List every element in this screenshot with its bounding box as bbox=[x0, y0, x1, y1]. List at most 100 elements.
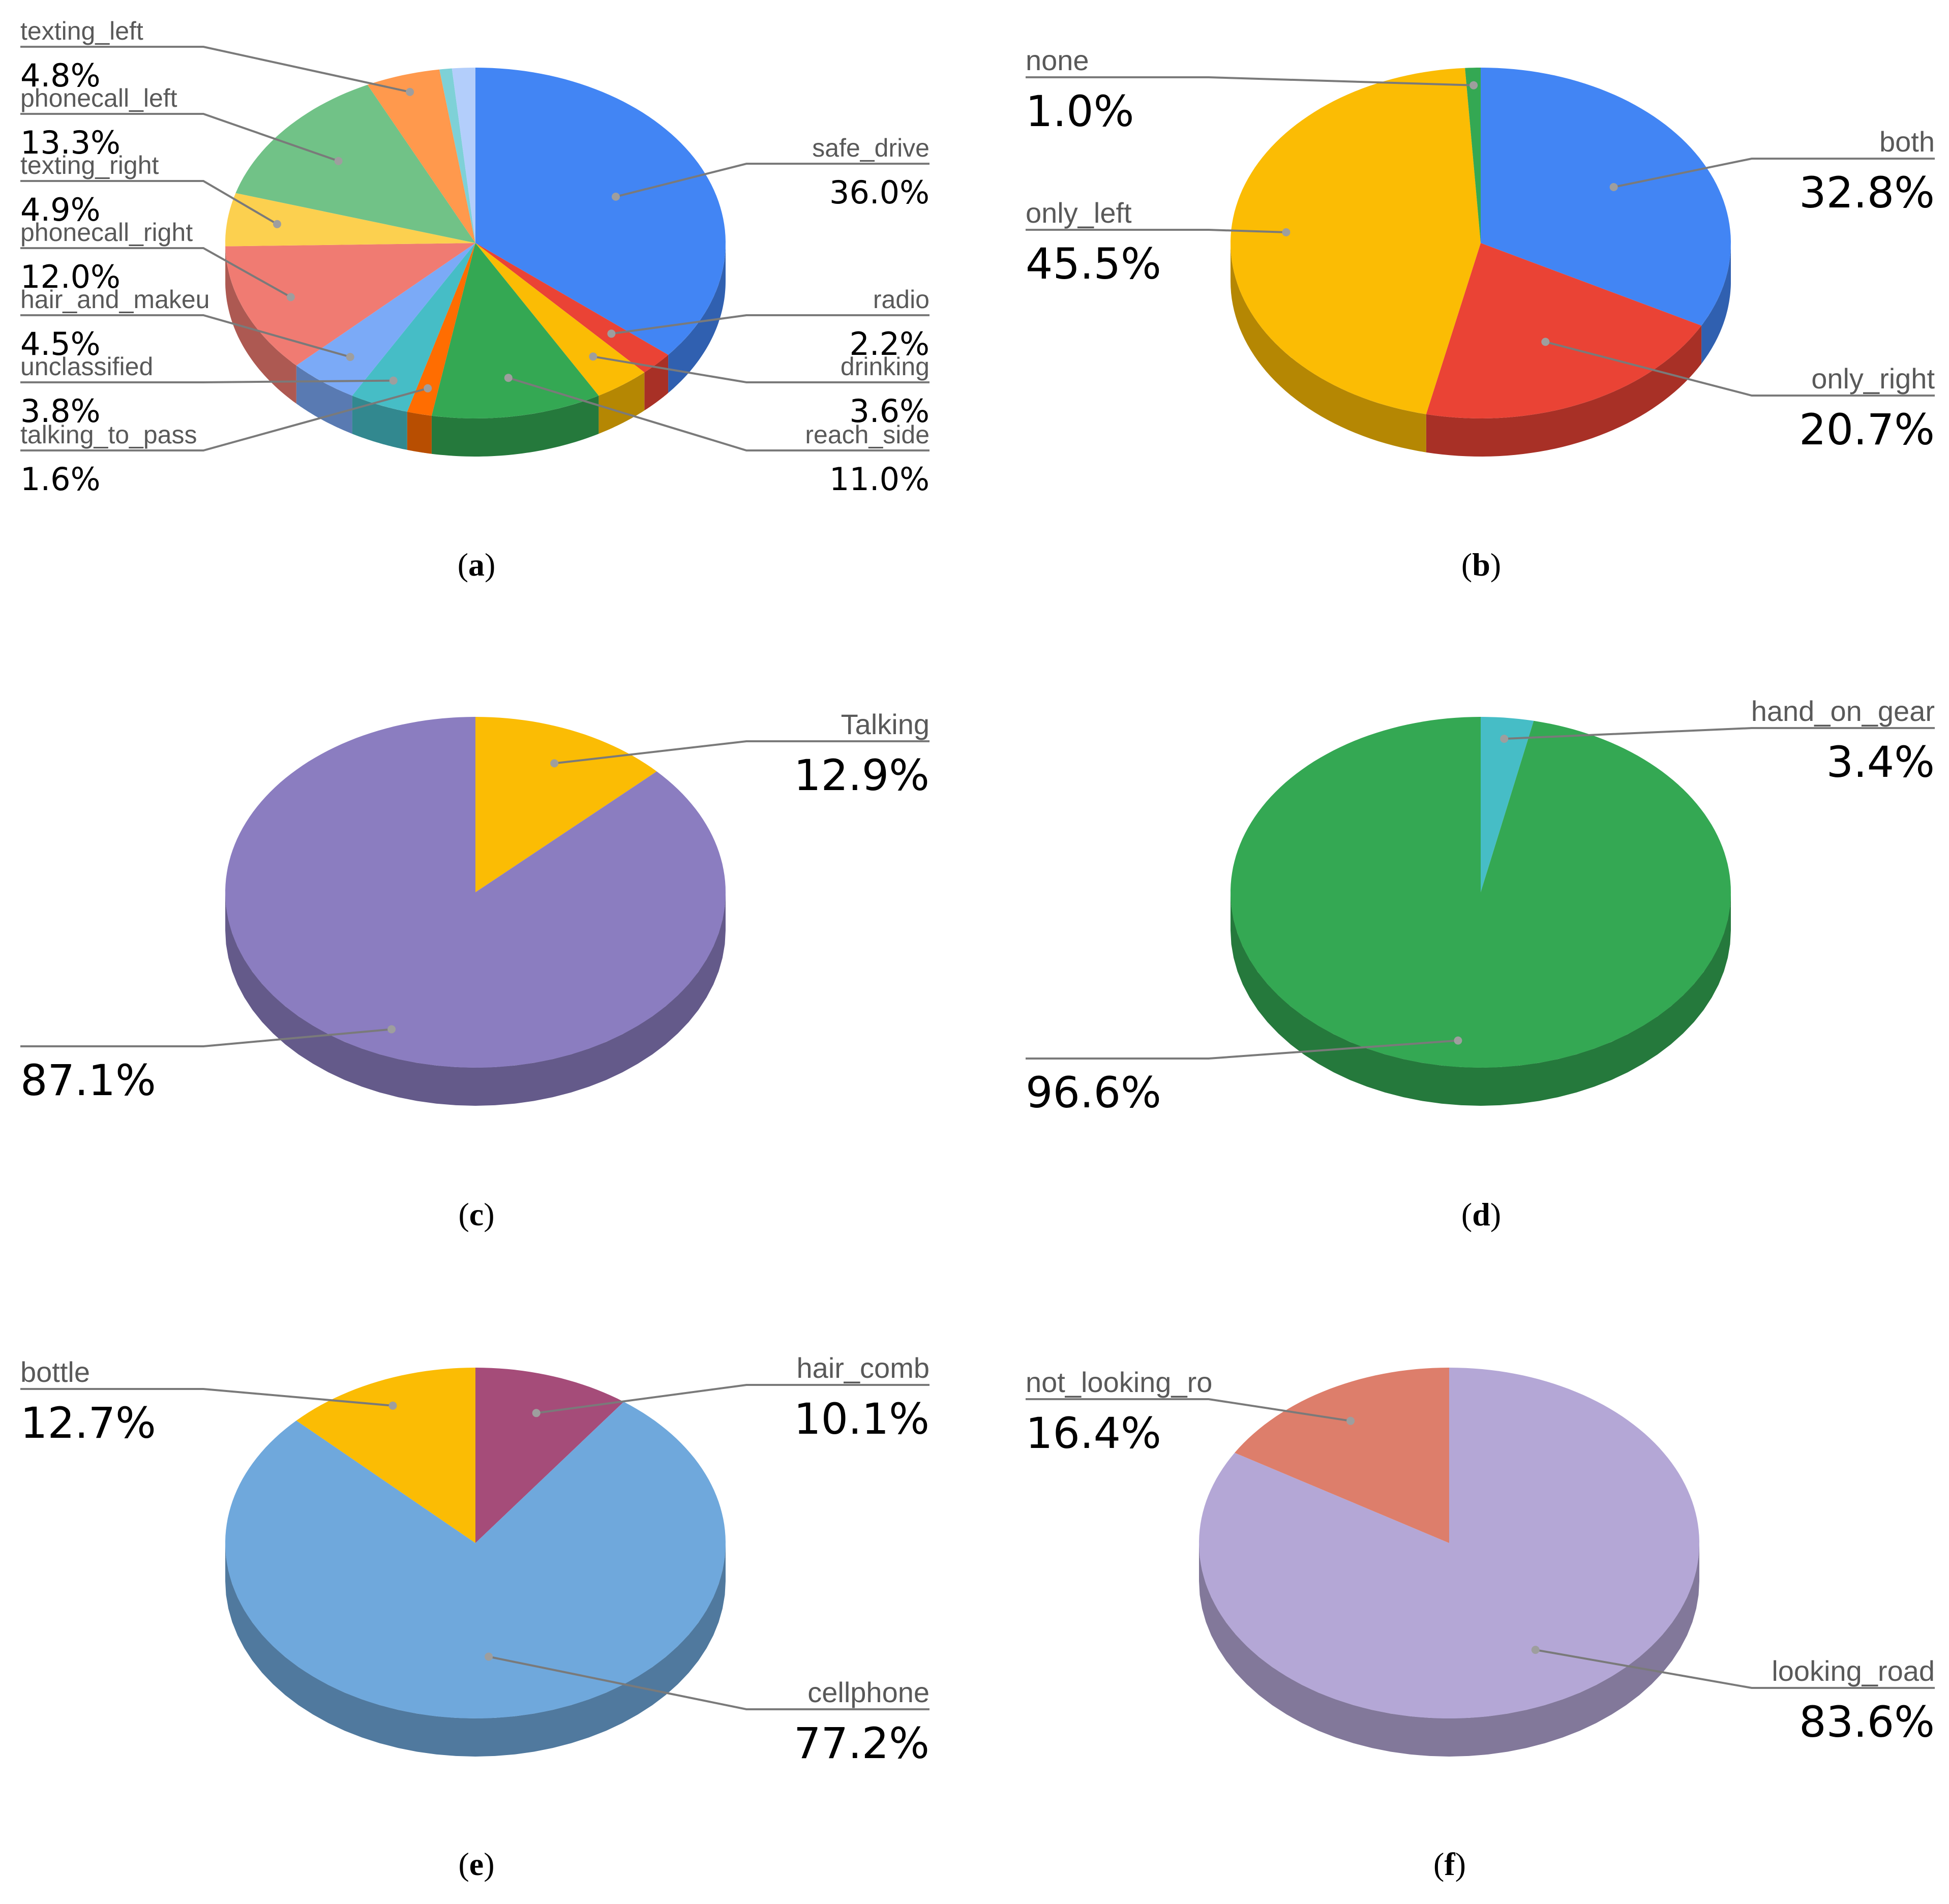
pie-slice-a-reach_side bbox=[431, 243, 599, 418]
leader-line-a-5 bbox=[20, 379, 394, 383]
pie-slice-c-unlabeled-1 bbox=[225, 717, 726, 1068]
slice-label-a-8: texting_right bbox=[20, 151, 159, 179]
pie-slice-a-phonecall_right bbox=[225, 243, 475, 366]
leader-line-b-0 bbox=[1613, 158, 1935, 188]
leader-line-a-0 bbox=[615, 163, 929, 198]
slice-label-b-1: only_right bbox=[1811, 362, 1935, 395]
pie-slice-c-Talking bbox=[475, 717, 657, 892]
leader-dot-c-0 bbox=[550, 759, 559, 768]
pie-slice-a-safe_drive bbox=[475, 68, 726, 355]
pie-side-b-0 bbox=[1701, 243, 1731, 364]
slice-label-a-0: safe_drive bbox=[812, 134, 929, 162]
leader-dot-e-2 bbox=[388, 1401, 397, 1410]
leader-dot-a-8 bbox=[273, 220, 281, 228]
leader-line-e-1 bbox=[488, 1655, 929, 1710]
slice-label-a-3: reach_side bbox=[805, 420, 929, 449]
slice-value-b-0: 32.8% bbox=[1799, 168, 1935, 218]
slice-value-a-9: 13.3% bbox=[20, 124, 121, 161]
leader-line-a-10 bbox=[20, 46, 410, 93]
slice-label-e-0: hair_comb bbox=[797, 1352, 929, 1384]
leader-line-a-7 bbox=[20, 247, 291, 298]
leader-line-a-9 bbox=[20, 113, 339, 162]
leader-dot-a-4 bbox=[424, 384, 432, 392]
slice-value-b-3: 1.0% bbox=[1026, 86, 1134, 136]
panel-caption-d: (d) bbox=[1461, 1196, 1501, 1232]
slice-label-f-0: looking_road bbox=[1772, 1655, 1935, 1687]
leader-line-b-1 bbox=[1545, 341, 1935, 397]
leader-line-a-1 bbox=[611, 314, 929, 335]
leader-line-b-2 bbox=[1026, 229, 1286, 233]
pie-side-a-4 bbox=[407, 411, 432, 454]
leader-dot-a-6 bbox=[346, 353, 354, 361]
slice-label-a-9: phonecall_left bbox=[20, 84, 177, 112]
slice-label-d-0: hand_on_gear bbox=[1751, 695, 1935, 727]
leader-dot-e-0 bbox=[532, 1409, 541, 1417]
leader-dot-b-0 bbox=[1609, 183, 1618, 191]
slice-label-b-2: only_left bbox=[1026, 197, 1132, 229]
pie-slice-a-phonecall_left bbox=[235, 84, 475, 244]
pie-slice-a-texting_left bbox=[367, 69, 475, 243]
leader-line-a-6 bbox=[20, 314, 351, 358]
pie-chart-e: hair_comb 10.1% cellphone 77.2% bottle 12.7% (… bbox=[20, 1352, 929, 1882]
pie-slice-a-unclassified bbox=[352, 243, 475, 412]
leader-line-f-0 bbox=[1535, 1649, 1935, 1689]
slice-value-a-0: 36.0% bbox=[829, 174, 929, 211]
pie-side-a-6 bbox=[296, 365, 352, 434]
slice-label-a-2: drinking bbox=[841, 352, 929, 381]
slice-label-a-6: hair_and_makeu bbox=[20, 285, 210, 314]
leader-dot-a-2 bbox=[589, 352, 597, 361]
slice-label-c-0: Talking bbox=[841, 708, 929, 740]
slice-value-a-6: 4.5% bbox=[20, 325, 101, 362]
leader-line-e-0 bbox=[536, 1384, 929, 1414]
leader-line-f-1 bbox=[1026, 1398, 1351, 1422]
slice-value-d-1: 96.6% bbox=[1026, 1068, 1161, 1117]
pie-chart-b: both 32.8% only_right 20.7% only_left 45.5% no… bbox=[1026, 44, 1935, 583]
pie-slice-b-only_right bbox=[1426, 243, 1702, 418]
leader-dot-b-1 bbox=[1541, 338, 1550, 346]
slice-value-b-2: 45.5% bbox=[1026, 239, 1161, 289]
slice-label-b-0: both bbox=[1879, 126, 1935, 158]
pie-slice-e-hair_comb bbox=[475, 1368, 624, 1543]
leader-dot-a-7 bbox=[286, 293, 295, 301]
leader-line-c-1 bbox=[20, 1028, 392, 1047]
pie-slice-d-hand_on_gear bbox=[1481, 717, 1534, 892]
panel-caption-e: (e) bbox=[458, 1846, 494, 1882]
pie-slice-b-only_left bbox=[1231, 68, 1481, 414]
leader-line-a-8 bbox=[20, 180, 278, 225]
pie-side-b-2 bbox=[1231, 243, 1426, 452]
slice-value-a-1: 2.2% bbox=[849, 325, 929, 362]
pie-side-b-1 bbox=[1426, 325, 1702, 457]
panel-caption-c: (c) bbox=[458, 1196, 494, 1232]
slice-value-d-0: 3.4% bbox=[1826, 737, 1935, 787]
pie-slice-b-both bbox=[1481, 68, 1731, 326]
leader-dot-f-1 bbox=[1346, 1416, 1355, 1425]
leader-dot-d-1 bbox=[1454, 1036, 1462, 1045]
slice-value-a-10: 4.8% bbox=[20, 57, 101, 94]
leader-dot-b-3 bbox=[1470, 81, 1478, 89]
slice-value-f-1: 16.4% bbox=[1026, 1408, 1161, 1458]
leader-dot-a-5 bbox=[389, 376, 398, 385]
pie-slice-e-cellphone bbox=[225, 1402, 726, 1718]
leader-dot-d-0 bbox=[1500, 735, 1509, 743]
slice-label-f-1: not_looking_ro bbox=[1026, 1366, 1212, 1398]
leader-line-c-0 bbox=[554, 740, 929, 765]
pie-side-f-0 bbox=[1199, 1543, 1699, 1757]
leader-dot-a-9 bbox=[334, 157, 343, 165]
pie-side-a-5 bbox=[352, 396, 407, 450]
slice-label-a-4: talking_to_pass bbox=[20, 420, 197, 449]
pie-slice-a-texting_right bbox=[225, 193, 475, 247]
pie-slice-a-unlabeled-11 bbox=[439, 68, 475, 243]
pie-slice-b-none bbox=[1465, 68, 1481, 243]
pie-side-a-7 bbox=[225, 246, 296, 404]
leader-line-a-2 bbox=[593, 355, 929, 383]
panel-caption-a: (a) bbox=[458, 547, 496, 583]
pie-side-d-1 bbox=[1231, 892, 1731, 1106]
slice-label-a-10: texting_left bbox=[20, 17, 143, 45]
leader-line-d-0 bbox=[1504, 727, 1935, 740]
slice-label-e-1: cellphone bbox=[807, 1676, 929, 1708]
leader-dot-e-1 bbox=[485, 1652, 493, 1661]
leader-dot-b-2 bbox=[1282, 228, 1291, 236]
pie-side-a-2 bbox=[598, 372, 645, 434]
pie-chart-c: Talking 12.9% 87.1% (c) bbox=[20, 708, 929, 1232]
